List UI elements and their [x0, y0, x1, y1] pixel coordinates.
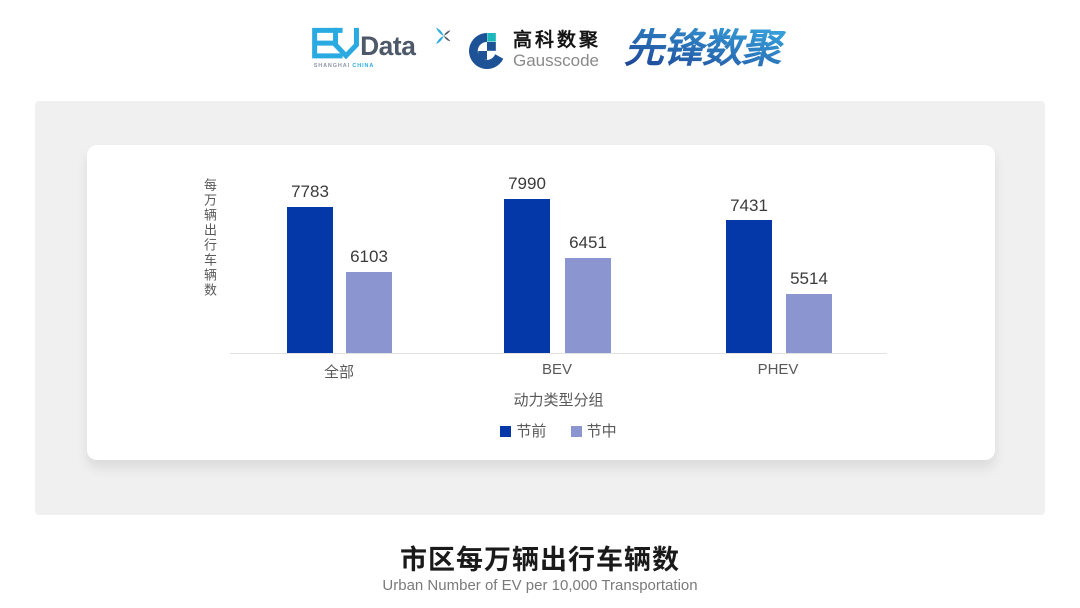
svg-text:先锋数聚: 先锋数聚 — [624, 28, 787, 70]
svg-text:Data: Data — [360, 31, 416, 61]
svg-text:SHANGHAI CHINA: SHANGHAI CHINA — [314, 63, 374, 69]
